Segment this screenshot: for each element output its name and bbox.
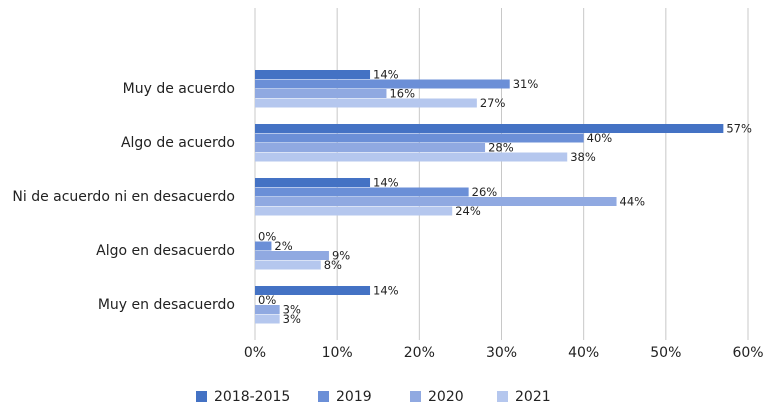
x-tick-label: 50% — [650, 345, 681, 361]
x-tick-label: 20% — [404, 345, 435, 361]
value-label: 0% — [258, 293, 276, 307]
value-label: 16% — [389, 86, 415, 100]
bar — [255, 314, 280, 324]
bar — [255, 79, 510, 89]
x-tick-label: 30% — [486, 345, 517, 361]
bar — [255, 89, 387, 98]
category-label: Ni de acuerdo ni en desacuerdo — [12, 189, 235, 205]
category-label: Muy de acuerdo — [123, 81, 235, 97]
category-label: Algo en desacuerdo — [96, 243, 235, 259]
bar — [255, 305, 280, 314]
value-label: 3% — [283, 302, 301, 316]
value-label: 0% — [258, 229, 276, 243]
value-label: 57% — [726, 121, 752, 135]
value-label: 8% — [324, 258, 342, 272]
bar — [255, 70, 371, 79]
value-label: 44% — [620, 194, 646, 208]
value-label: 28% — [488, 140, 514, 154]
value-label: 31% — [513, 77, 539, 91]
bar — [255, 187, 469, 197]
x-tick-label: 40% — [568, 345, 599, 361]
value-label: 9% — [332, 248, 350, 262]
legend-swatch — [497, 391, 508, 402]
bar — [255, 197, 617, 206]
value-label: 3% — [283, 312, 301, 326]
bar — [255, 152, 568, 162]
bar — [255, 133, 584, 143]
value-label: 27% — [480, 96, 506, 110]
legend-label: 2021 — [515, 389, 551, 405]
bar — [255, 286, 371, 295]
bar — [255, 98, 477, 108]
value-label: 2% — [274, 239, 292, 253]
value-label: 40% — [587, 131, 613, 145]
value-label: 14% — [373, 283, 399, 297]
legend-swatch — [410, 391, 421, 402]
bar — [255, 124, 724, 133]
value-label: 24% — [455, 204, 481, 218]
bar — [255, 260, 321, 270]
x-tick-label: 0% — [244, 345, 266, 361]
bar — [255, 178, 371, 187]
legend-swatch — [196, 391, 207, 402]
value-label: 14% — [373, 175, 399, 189]
bar — [255, 241, 272, 251]
bar — [255, 251, 329, 260]
category-label: Algo de acuerdo — [121, 135, 235, 151]
legend-label: 2020 — [428, 389, 464, 405]
value-label: 38% — [570, 150, 596, 164]
bar — [255, 143, 486, 152]
bar — [255, 206, 453, 216]
legend-label: 2019 — [336, 389, 372, 405]
legend-label: 2018-2015 — [214, 389, 290, 405]
category-label: Muy en desacuerdo — [98, 297, 235, 313]
value-label: 26% — [472, 185, 498, 199]
legend-swatch — [318, 391, 329, 402]
x-tick-label: 60% — [732, 345, 763, 361]
value-label: 14% — [373, 67, 399, 81]
x-tick-label: 10% — [322, 345, 353, 361]
